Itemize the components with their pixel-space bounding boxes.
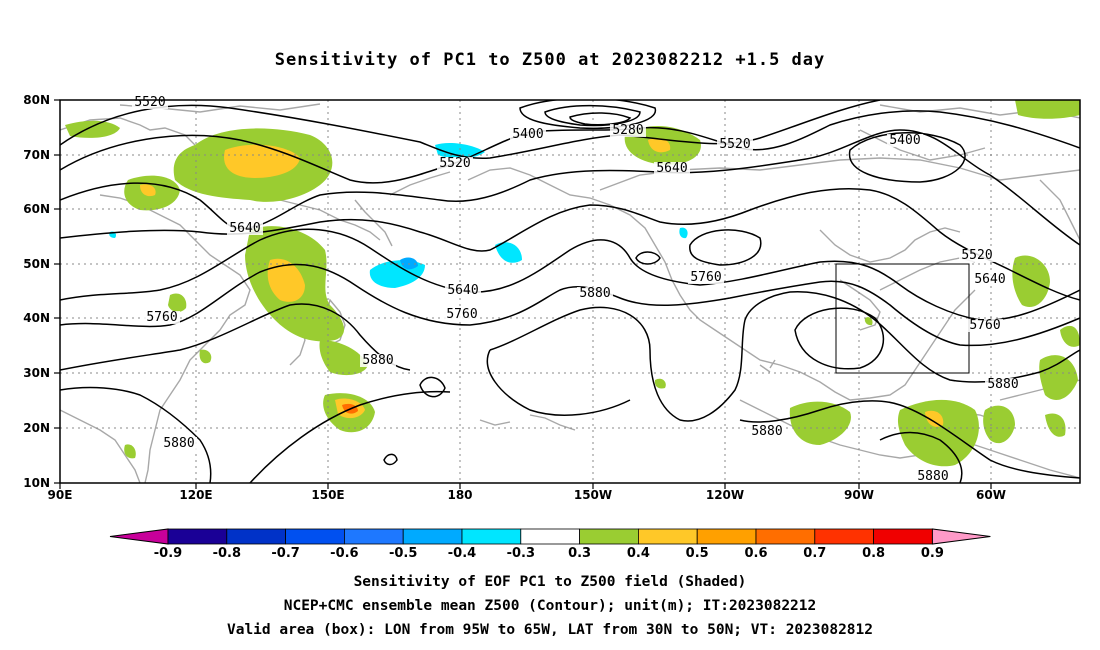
plot-frame (59, 99, 1081, 484)
contour-label-bg (688, 271, 724, 284)
contour-label-bg (360, 354, 396, 367)
contour-label-bg (967, 319, 1003, 332)
contour-label-bg (445, 284, 481, 297)
contour-label-bg (144, 311, 180, 324)
caption-line-1: Sensitivity of EOF PC1 to Z500 field (Sh… (353, 574, 747, 590)
contour-label-bg (985, 378, 1021, 391)
colorbar-segment (814, 528, 874, 545)
contour-label-bg (654, 162, 690, 175)
lon-label: 120E (179, 488, 212, 502)
map-title: Sensitivity of PC1 to Z500 at 2023082212… (274, 50, 826, 70)
colorbar-label: 0.3 (568, 546, 591, 561)
contour-label-bg (227, 222, 263, 235)
contour-label: 5880 (163, 436, 194, 451)
colorbar-segment (696, 528, 757, 545)
colorbar-label: -0.5 (389, 546, 417, 561)
valid-area-box (835, 263, 970, 374)
contour-label: 5880 (579, 286, 610, 301)
contour-label: 5880 (987, 377, 1018, 392)
contour-label: 5880 (362, 353, 393, 368)
contour-label: 5520 (134, 95, 165, 110)
contour-label: 5400 (889, 133, 920, 148)
contour-label-bg (717, 138, 753, 151)
colorbar-segment (638, 528, 698, 545)
lat-label: 30N (23, 366, 50, 380)
contour-label-bg (161, 437, 197, 450)
contour-label-bg (437, 157, 473, 170)
lat-label: 10N (23, 476, 50, 490)
lat-label: 80N (23, 93, 50, 107)
caption-line-2: NCEP+CMC ensemble mean Z500 (Contour); u… (283, 598, 817, 614)
colorbar-segment (226, 528, 287, 545)
lat-label: 60N (23, 202, 50, 216)
colorbar-segment (402, 528, 463, 545)
colorbar-segment (343, 528, 404, 545)
colorbar-segment (167, 528, 228, 545)
contour-label: 5400 (512, 127, 543, 142)
contour-label-bg (915, 470, 951, 483)
colorbar-label: 0.4 (627, 546, 650, 561)
lat-label: 50N (23, 257, 50, 271)
colorbar-label: -0.6 (330, 546, 358, 561)
contour-label-bg (444, 308, 480, 321)
latitude-labels: 80N 70N 60N 50N 40N 30N 20N 10N (23, 93, 50, 490)
contour-label: 5640 (447, 283, 478, 298)
contour-label: 5520 (719, 137, 750, 152)
contour-label: 5520 (439, 156, 470, 171)
colorbar-label: 0.9 (921, 546, 944, 561)
colorbar-high-triangle (931, 528, 991, 545)
lon-label: 60W (976, 488, 1006, 502)
contour-label-bg (972, 273, 1008, 286)
lon-label: 90E (48, 488, 73, 502)
lat-label: 70N (23, 148, 50, 162)
colorbar-label: 0.6 (744, 546, 767, 561)
contour-label-bg (577, 287, 613, 300)
colorbar-label: -0.4 (448, 546, 476, 561)
lon-label: 180 (447, 488, 472, 502)
colorbar-label: 0.5 (686, 546, 709, 561)
contour-label-bg (610, 124, 646, 137)
contour-label-bg (510, 128, 546, 141)
colorbar-segment (461, 528, 522, 545)
lat-label: 20N (23, 421, 50, 435)
contour-label: 5760 (969, 318, 1000, 333)
colorbar-label: -0.8 (213, 546, 241, 561)
contour-label: 5760 (146, 310, 177, 325)
lon-label: 120W (706, 488, 744, 502)
contour-label: 5880 (917, 469, 948, 484)
longitude-labels: 90E 120E 150E 180 150W 120W 90W 60W (48, 488, 1006, 502)
colorbar-segment (520, 528, 580, 545)
contour-label: 5760 (690, 270, 721, 285)
contour-label: 5520 (961, 248, 992, 263)
colorbar-segment (285, 528, 345, 545)
colorbar-segment (755, 528, 816, 545)
colorbar-segment (873, 528, 933, 545)
colorbar-label: -0.3 (507, 546, 535, 561)
colorbar-label: 0.8 (862, 546, 885, 561)
colorbar-label: -0.9 (154, 546, 182, 561)
colorbar-segment (579, 528, 639, 545)
colorbar-label: -0.7 (271, 546, 299, 561)
lon-label: 150W (574, 488, 612, 502)
contour-label-bg (959, 249, 995, 262)
contour-labels: 5520 5400 5280 5520 5400 5520 5640 5640 5520 5640… (132, 95, 1021, 484)
lon-label: 150E (311, 488, 344, 502)
contour-label: 5760 (446, 307, 477, 322)
colorbar-low-triangle (109, 528, 169, 545)
z500-contours (60, 100, 1080, 483)
lat-label: 40N (23, 311, 50, 325)
contour-label: 5640 (656, 161, 687, 176)
colorbar-label: 0.7 (803, 546, 826, 561)
contour-label: 5640 (229, 221, 260, 236)
contour-label: 5280 (612, 123, 643, 138)
contour-label-bg (749, 425, 785, 438)
contour-label: 5880 (751, 424, 782, 439)
contour-label: 5640 (974, 272, 1005, 287)
contour-label-bg (887, 134, 923, 147)
lon-label: 90W (844, 488, 874, 502)
colorbar: -0.9 -0.8 -0.7 -0.6 -0.5 -0.4 -0.3 0.3 0.4 0.5 0.6… (109, 528, 991, 561)
caption-line-3: Valid area (box): LON from 95W to 65W, L… (226, 622, 873, 638)
axis-ticks (54, 99, 992, 489)
